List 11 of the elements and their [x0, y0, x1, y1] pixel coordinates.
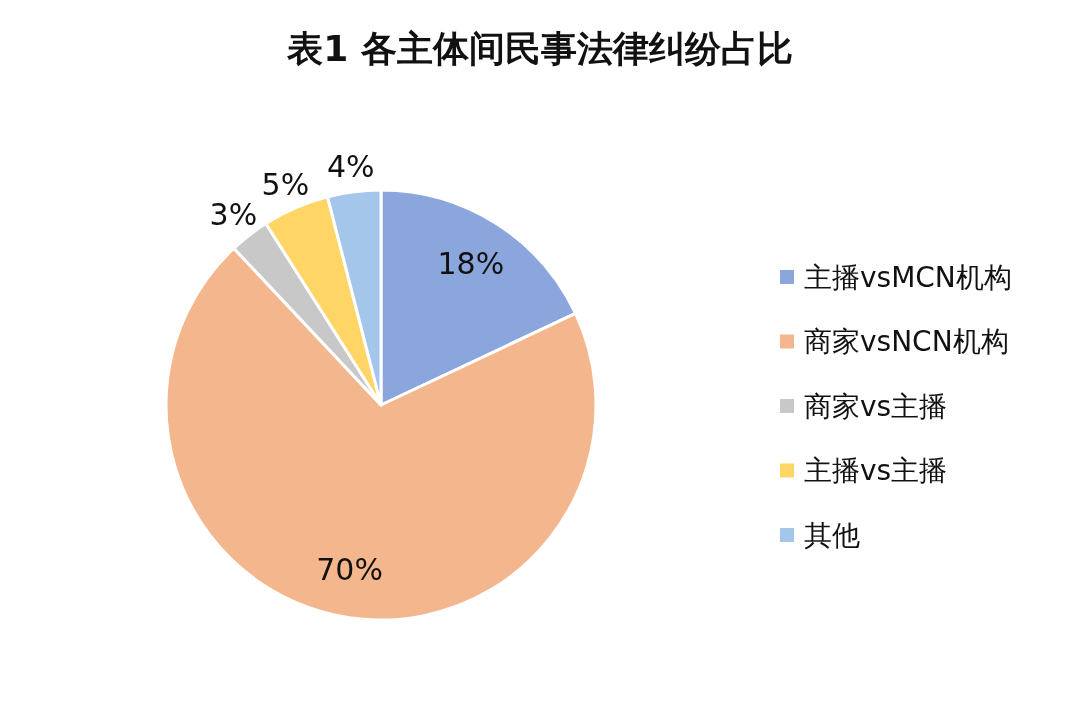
legend-label: 商家vsNCN机构	[804, 325, 1009, 358]
data-label: 18%	[437, 245, 505, 281]
legend-label: 主播vs主播	[804, 454, 948, 487]
legend-label: 其他	[804, 518, 860, 552]
legend-label: 主播vsMCN机构	[804, 260, 1012, 294]
data-label: 5%	[261, 166, 310, 202]
data-label: 4%	[327, 148, 375, 184]
data-label: 70%	[316, 552, 383, 588]
legend-label: 商家vs主播	[804, 389, 948, 423]
data-label: 3%	[209, 197, 258, 233]
chart-title: 表1 各主体间民事法律纠纷占比	[286, 27, 793, 69]
